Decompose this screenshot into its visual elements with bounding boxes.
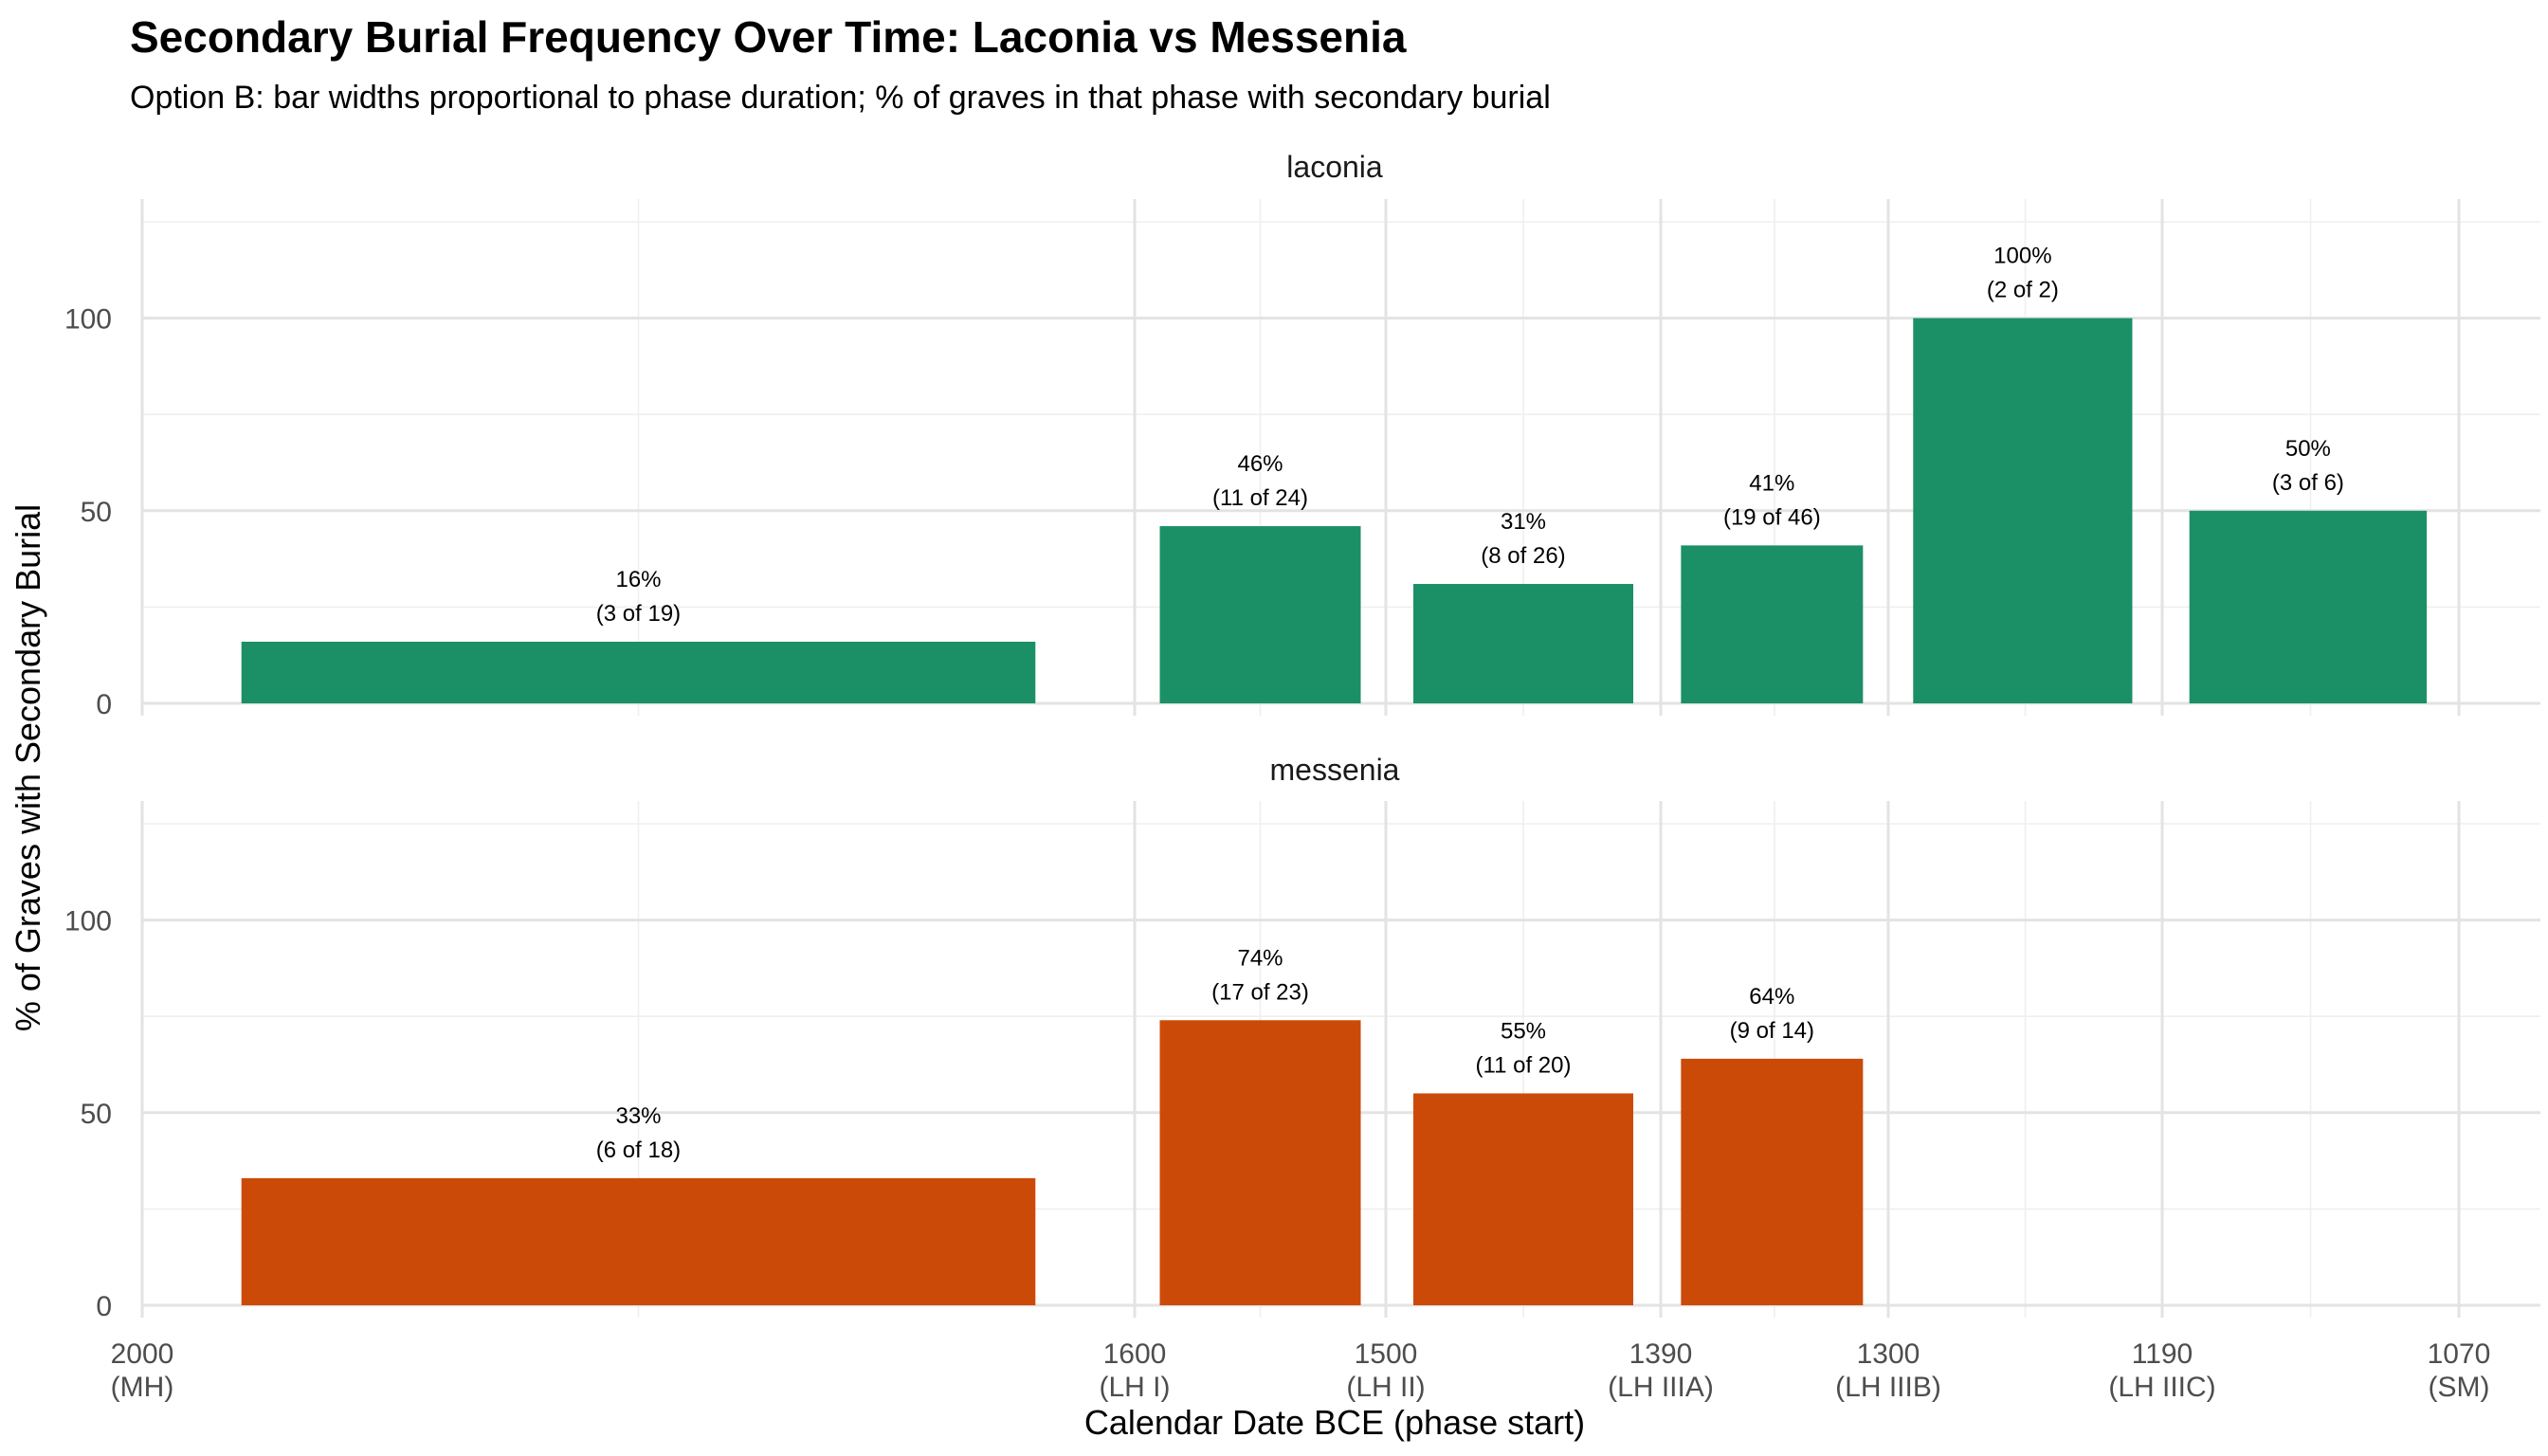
bar-count-label: (11 of 20) xyxy=(1476,1052,1572,1078)
x-tick-label: 1190 xyxy=(2132,1338,2193,1370)
x-tick-label: 1300 xyxy=(1857,1338,1920,1370)
x-axis-title: Calendar Date BCE (phase start) xyxy=(1084,1403,1585,1442)
bar-laconia-0 xyxy=(241,641,1036,703)
y-tick-label: 0 xyxy=(96,1291,112,1322)
facet-label-laconia: laconia xyxy=(1286,150,1383,184)
y-axis-title: % of Graves with Secondary Burial xyxy=(9,504,47,1031)
bar-pct-label: 33% xyxy=(615,1103,661,1129)
bar-count-label: (17 of 23) xyxy=(1211,979,1309,1005)
bar-laconia-5 xyxy=(2189,510,2428,703)
x-axis-ticks: 2000(MH)1600(LH I)1500(LH II)1390(LH III… xyxy=(111,1338,2491,1403)
bar-count-label: (3 of 19) xyxy=(596,601,681,627)
x-tick-sublabel: (LH IIIC) xyxy=(2108,1372,2215,1403)
bar-pct-label: 64% xyxy=(1749,984,1794,1010)
y-tick-label: 50 xyxy=(81,497,112,528)
bar-messenia-0 xyxy=(241,1177,1036,1305)
bar-messenia-1 xyxy=(1159,1020,1361,1305)
bar-pct-label: 31% xyxy=(1501,509,1546,535)
bar-count-label: (8 of 26) xyxy=(1481,543,1565,569)
x-tick-label: 1500 xyxy=(1355,1338,1418,1370)
bar-messenia-3 xyxy=(1681,1058,1864,1305)
x-tick-label: 1070 xyxy=(2428,1338,2491,1370)
bar-pct-label: 16% xyxy=(615,567,661,592)
bar-pct-label: 46% xyxy=(1237,451,1283,477)
bar-count-label: (9 of 14) xyxy=(1730,1018,1814,1044)
x-tick-sublabel: (MH) xyxy=(111,1372,174,1403)
y-tick-label: 100 xyxy=(64,906,112,937)
bar-messenia-2 xyxy=(1413,1093,1633,1305)
bar-count-label: (11 of 24) xyxy=(1212,485,1308,511)
bar-laconia-1 xyxy=(1159,526,1361,703)
y-tick-label: 0 xyxy=(96,689,112,720)
x-tick-sublabel: (SM) xyxy=(2429,1372,2490,1403)
bar-pct-label: 100% xyxy=(1993,244,2051,269)
y-tick-label: 100 xyxy=(64,304,112,336)
y-tick-label: 50 xyxy=(81,1099,112,1130)
bar-pct-label: 50% xyxy=(2285,436,2331,462)
facet-label-messenia: messenia xyxy=(1270,753,1400,787)
bar-laconia-4 xyxy=(1913,318,2133,703)
x-tick-sublabel: (LH IIIB) xyxy=(1835,1372,1941,1403)
x-tick-label: 1390 xyxy=(1629,1338,1693,1370)
bar-count-label: (19 of 46) xyxy=(1723,504,1821,530)
x-tick-sublabel: (LH II) xyxy=(1346,1372,1425,1403)
bar-count-label: (6 of 18) xyxy=(596,1138,681,1163)
x-tick-label: 2000 xyxy=(111,1338,174,1370)
bar-laconia-3 xyxy=(1681,545,1864,703)
bar-count-label: (2 of 2) xyxy=(1987,278,2059,303)
x-tick-label: 1600 xyxy=(1103,1338,1167,1370)
chart-title: Secondary Burial Frequency Over Time: La… xyxy=(130,12,1407,62)
chart-subtitle: Option B: bar widths proportional to pha… xyxy=(130,80,1551,116)
x-tick-sublabel: (LH IIIA) xyxy=(1608,1372,1714,1403)
x-tick-sublabel: (LH I) xyxy=(1100,1372,1171,1403)
panel-messenia: 0 50 100 messenia 33% (6 of 18) 74% (17 of 23) 5… xyxy=(64,753,2540,1322)
panels: 0 50 100 laconia 16% (3 of 19) 46% (11 of 24) 31… xyxy=(64,150,2540,1322)
bar-count-label: (3 of 6) xyxy=(2272,470,2344,496)
bar-laconia-2 xyxy=(1413,584,1633,703)
bar-pct-label: 41% xyxy=(1749,470,1794,496)
bar-pct-label: 74% xyxy=(1237,945,1283,971)
bar-pct-label: 55% xyxy=(1501,1018,1546,1044)
panel-laconia: 0 50 100 laconia 16% (3 of 19) 46% (11 of 24) 31… xyxy=(64,150,2540,720)
